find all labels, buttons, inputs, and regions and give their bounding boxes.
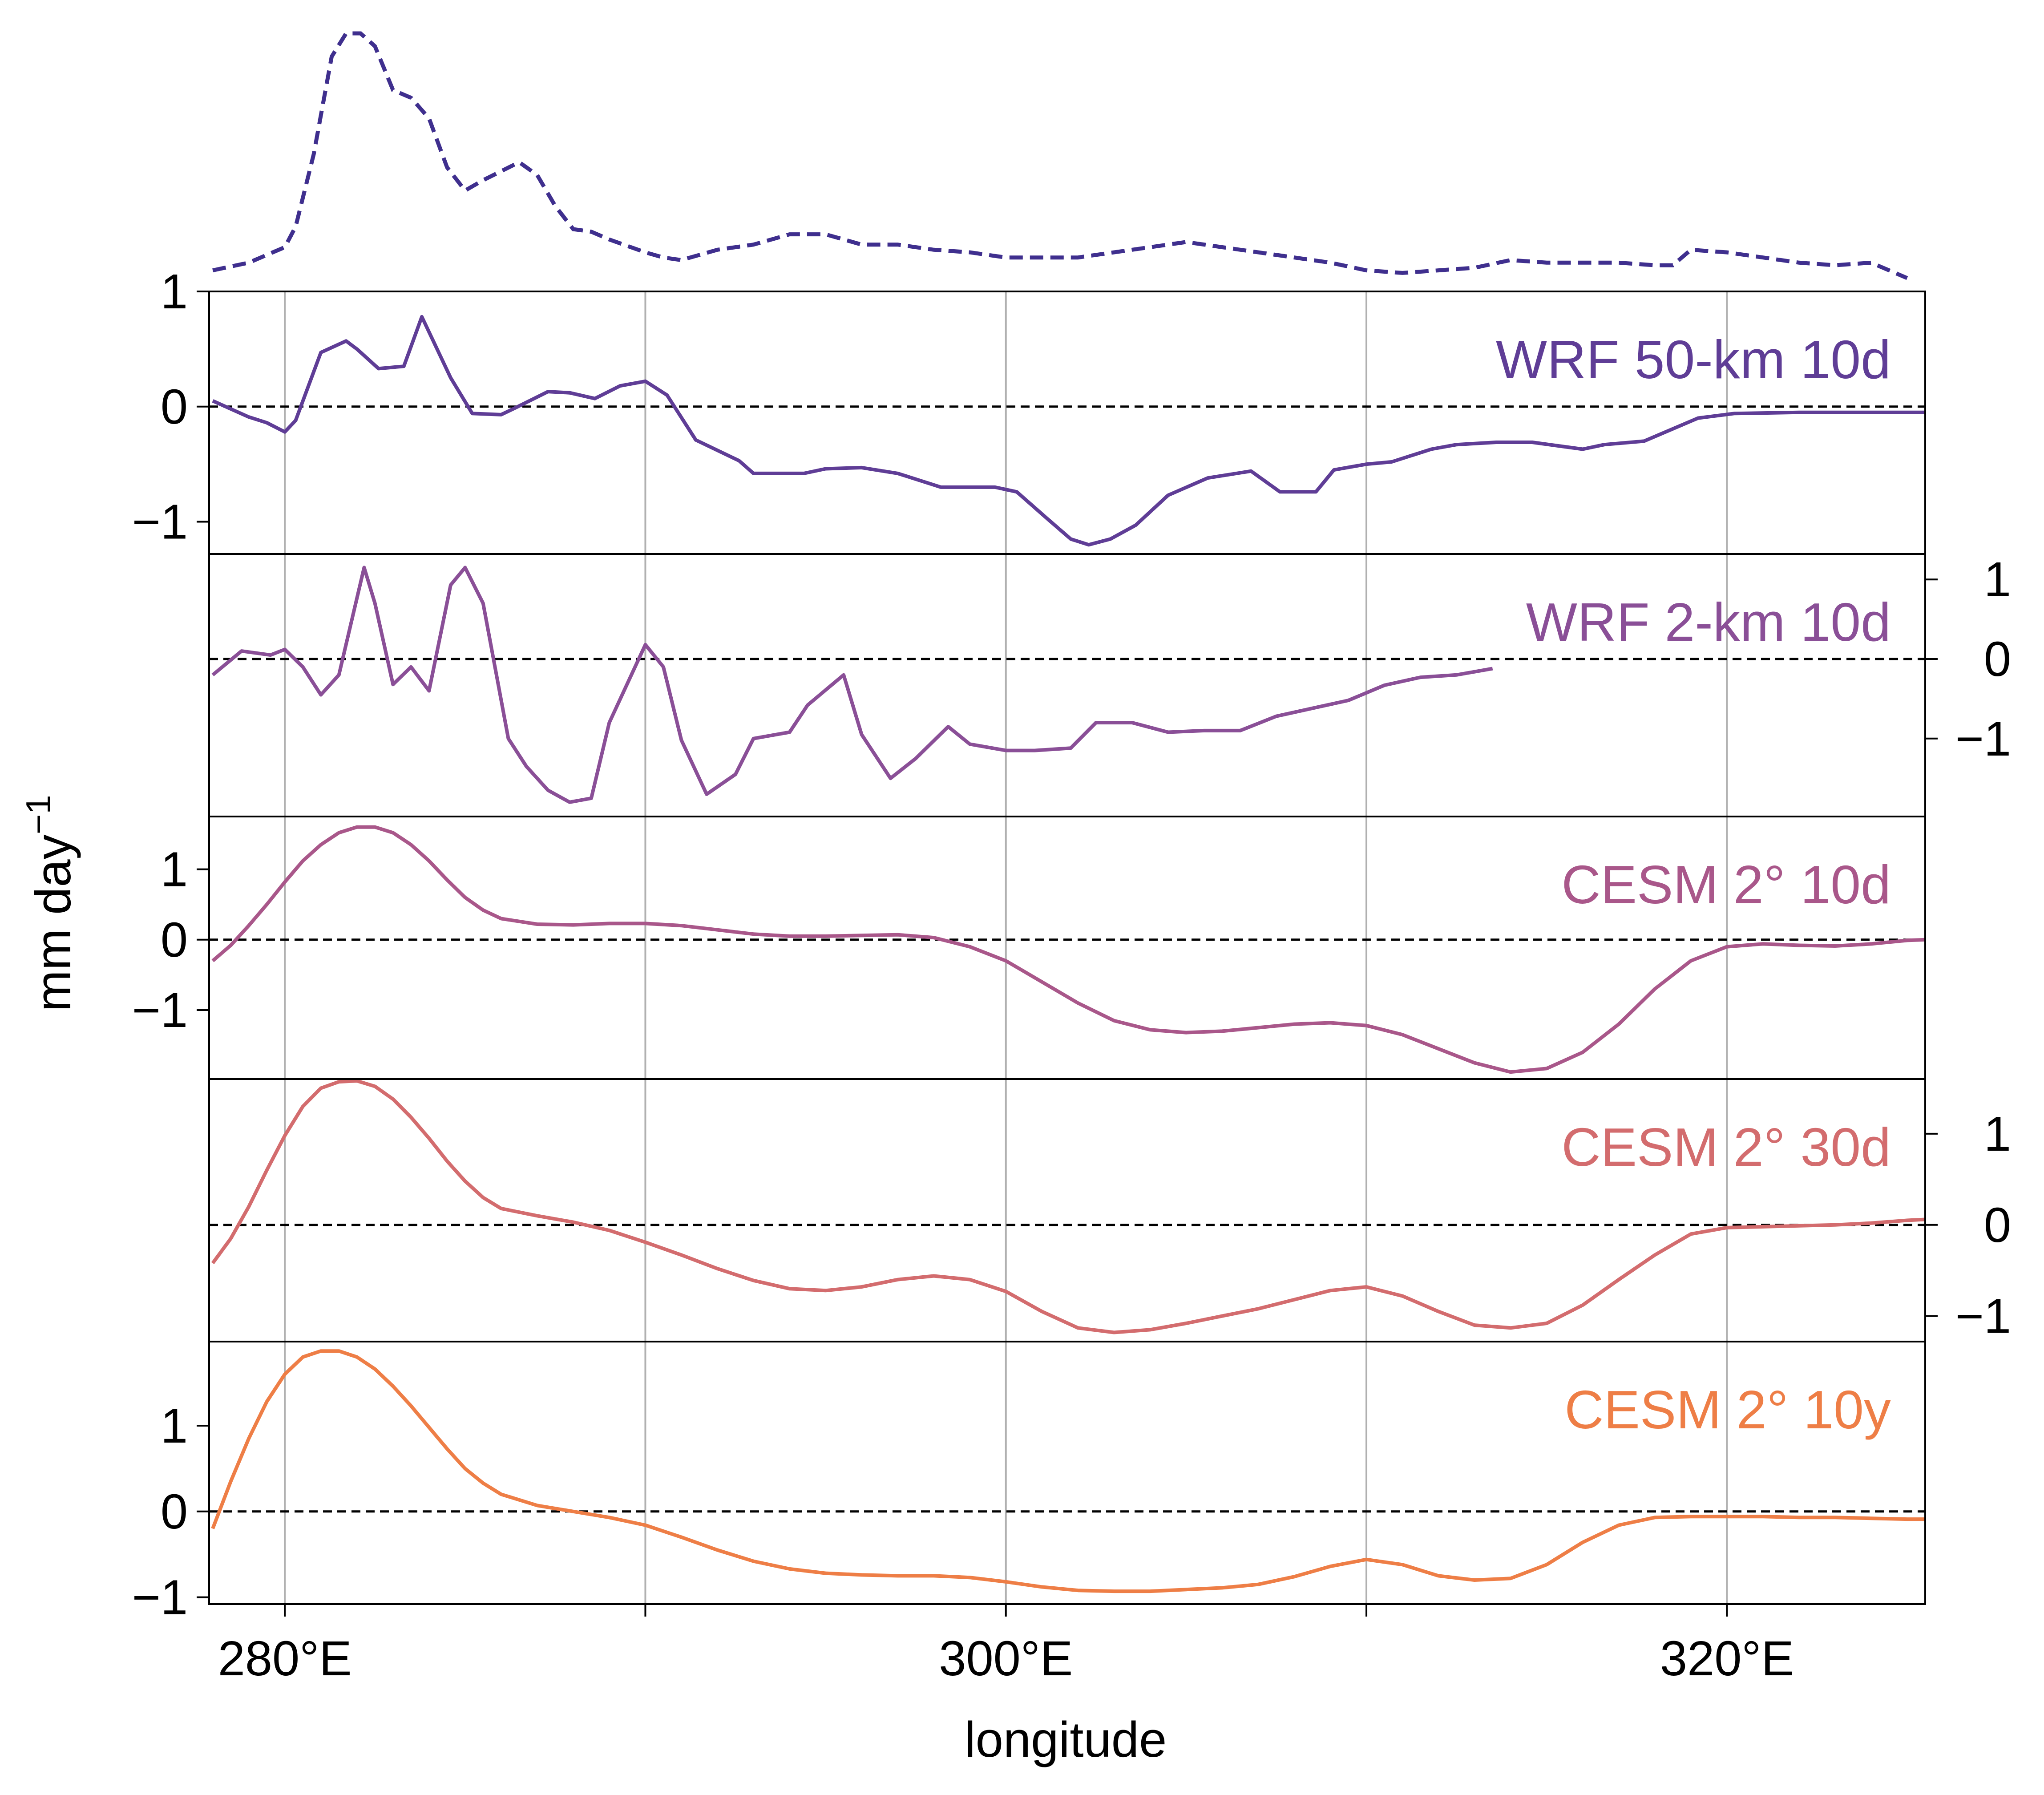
y-tick-label-3-1: 0 xyxy=(161,913,188,967)
y-tick-label-1-2: −1 xyxy=(132,495,188,550)
panel-3: 1 0 −1 CESM 2° 10d xyxy=(132,816,1926,1080)
x-tick-label-4: 320°E xyxy=(1660,1631,1794,1686)
y-tick-label-3-2: −1 xyxy=(132,983,188,1038)
x-tick-label-2: 300°E xyxy=(939,1631,1073,1686)
panel-4: 1 0 −1 CESM 2° 30d xyxy=(208,1078,2011,1344)
y-axis-title-group: mm day−1 xyxy=(19,795,81,1011)
top-profile-line xyxy=(212,31,1908,280)
y-tick-label-2-2: −1 xyxy=(1955,712,2011,766)
y-tick-label-3-0: 1 xyxy=(161,842,188,897)
y-axis-title: mm day−1 xyxy=(19,795,81,1011)
y-tick-label-1-0: 1 xyxy=(161,264,188,319)
y-tick-label-4-0: 1 xyxy=(1984,1107,2011,1161)
panel-label-2: WRF 2-km 10d xyxy=(1526,592,1891,652)
series-line-3 xyxy=(211,825,1926,1074)
panel-frame-5 xyxy=(208,1341,1926,1605)
y-tick-label-4-1: 0 xyxy=(1984,1198,2011,1253)
panels: 1 0 −1 WRF 50-km 10d 1 0 −1 WRF 2-km 10d 1 0 −1 CES… xyxy=(132,264,2011,1625)
series-line-2 xyxy=(211,566,1493,804)
panel-5: 1 0 −1 CESM 2° 10y xyxy=(132,1341,1926,1625)
x-axis-title: longitude xyxy=(965,1712,1167,1767)
series-line-5 xyxy=(211,1349,1925,1593)
series-line-1 xyxy=(212,315,1925,547)
x-axis: longitude 280°E 300°E 320°E xyxy=(218,1604,1794,1767)
panel-label-5: CESM 2° 10y xyxy=(1564,1379,1891,1440)
y-tick-label-5-0: 1 xyxy=(161,1399,188,1453)
y-tick-label-2-1: 0 xyxy=(1984,632,2011,687)
panel-label-1: WRF 50-km 10d xyxy=(1496,329,1891,390)
y-tick-label-4-2: −1 xyxy=(1955,1289,2011,1344)
y-tick-label-1-1: 0 xyxy=(161,380,188,434)
top-profile xyxy=(212,31,1908,280)
panel-2: 1 0 −1 WRF 2-km 10d xyxy=(208,552,2011,817)
y-tick-label-5-2: −1 xyxy=(132,1570,188,1625)
panel-label-4: CESM 2° 30d xyxy=(1562,1117,1891,1177)
y-tick-label-5-1: 0 xyxy=(161,1484,188,1539)
series-line-4 xyxy=(211,1079,1926,1334)
panel-1: 1 0 −1 WRF 50-km 10d xyxy=(132,264,1926,555)
y-axis-title-unit: mm day xyxy=(25,834,81,1011)
x-tick-label-0: 280°E xyxy=(218,1631,352,1686)
panel-label-3: CESM 2° 10d xyxy=(1562,854,1891,915)
y-axis-title-exponent: −1 xyxy=(19,795,58,834)
y-tick-label-2-0: 1 xyxy=(1984,552,2011,607)
